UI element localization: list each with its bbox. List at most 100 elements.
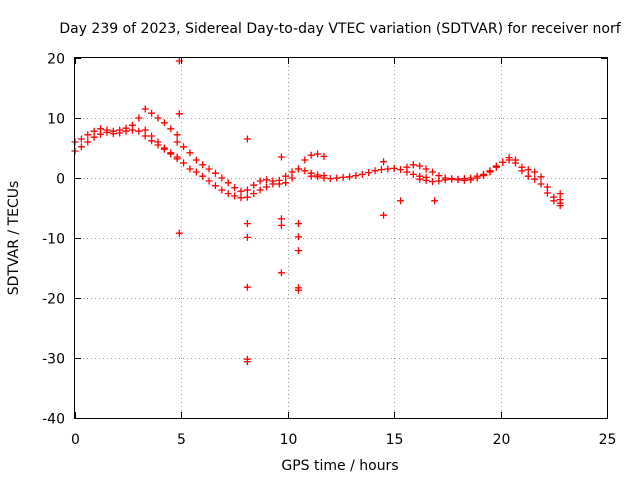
axis-ticks — [75, 58, 608, 419]
data-point — [243, 283, 251, 291]
data-point — [333, 174, 341, 182]
plot-frame — [74, 57, 608, 419]
data-point — [160, 144, 168, 152]
data-point — [148, 132, 156, 140]
data-point — [90, 133, 98, 141]
data-point — [256, 177, 264, 185]
data-point — [205, 177, 213, 185]
data-marks — [71, 57, 564, 366]
y-tick-label: -30 — [42, 352, 65, 368]
data-point — [448, 175, 456, 183]
data-point — [320, 174, 328, 182]
data-point — [141, 132, 149, 140]
data-point — [243, 220, 251, 228]
data-point — [460, 176, 468, 184]
data-point — [277, 269, 285, 277]
data-point — [175, 229, 183, 237]
data-point — [294, 233, 302, 241]
data-point — [294, 220, 302, 228]
data-point — [243, 193, 251, 201]
data-point — [263, 183, 271, 191]
data-point — [167, 125, 175, 133]
data-point — [326, 175, 334, 183]
data-point — [467, 176, 475, 184]
data-point — [294, 286, 302, 294]
data-point — [243, 186, 251, 194]
data-point — [154, 114, 162, 122]
data-point — [380, 211, 388, 219]
data-point — [422, 165, 430, 173]
data-point — [173, 155, 181, 163]
data-point — [277, 153, 285, 161]
data-point — [148, 109, 156, 117]
data-point — [199, 161, 207, 169]
data-point — [224, 179, 232, 187]
data-point — [431, 197, 439, 205]
data-point — [416, 175, 424, 183]
data-point — [314, 173, 322, 181]
data-point — [556, 202, 564, 210]
x-tick-labels: 0 5 10 15 20 25 — [71, 432, 616, 448]
data-point — [109, 130, 117, 138]
grid — [75, 58, 607, 418]
data-point — [486, 168, 494, 176]
data-point — [435, 177, 443, 185]
data-point — [277, 221, 285, 229]
y-axis-label: SDTVAR / TECUs — [6, 181, 22, 296]
data-point — [524, 172, 532, 180]
x-tick-label: 0 — [71, 432, 80, 448]
data-point — [175, 110, 183, 118]
data-point — [224, 190, 232, 198]
data-point — [263, 176, 271, 184]
data-point — [429, 178, 437, 186]
data-point — [524, 166, 532, 174]
data-point — [237, 187, 245, 195]
data-point — [397, 197, 405, 205]
data-point — [84, 138, 92, 146]
data-point — [243, 233, 251, 241]
data-point — [294, 165, 302, 173]
y-tick-label: -40 — [42, 412, 65, 428]
data-point — [167, 150, 175, 158]
data-point — [307, 151, 315, 159]
data-point — [473, 174, 481, 182]
data-point — [231, 192, 239, 200]
data-point — [90, 127, 98, 135]
x-tick-label: 25 — [599, 432, 617, 448]
data-point — [371, 167, 379, 175]
data-point — [192, 168, 200, 176]
data-point — [352, 172, 360, 180]
data-point — [384, 165, 392, 173]
y-tick-labels: -40 -30 -20 -10 0 10 20 — [42, 52, 65, 428]
data-point — [441, 176, 449, 184]
data-point — [77, 143, 85, 151]
data-point — [250, 190, 258, 198]
data-point — [339, 173, 347, 181]
data-point — [135, 127, 143, 135]
x-tick-label: 5 — [177, 432, 186, 448]
data-point — [282, 172, 290, 180]
data-point — [531, 175, 539, 183]
data-point — [358, 170, 366, 178]
y-tick-label: 0 — [56, 172, 65, 188]
data-point — [186, 149, 194, 157]
data-point — [218, 186, 226, 194]
data-point — [294, 247, 302, 255]
data-point — [141, 126, 149, 134]
data-point — [377, 166, 385, 174]
data-point — [173, 138, 181, 146]
data-point — [160, 119, 168, 127]
data-point — [422, 176, 430, 184]
data-point — [499, 158, 507, 166]
data-point — [409, 161, 417, 169]
data-point — [511, 156, 519, 164]
data-point — [307, 172, 315, 180]
data-point — [543, 183, 551, 191]
data-point — [556, 190, 564, 198]
data-point — [429, 168, 437, 176]
data-point — [84, 131, 92, 139]
data-point — [282, 179, 290, 187]
data-point — [237, 194, 245, 202]
data-point — [77, 135, 85, 143]
